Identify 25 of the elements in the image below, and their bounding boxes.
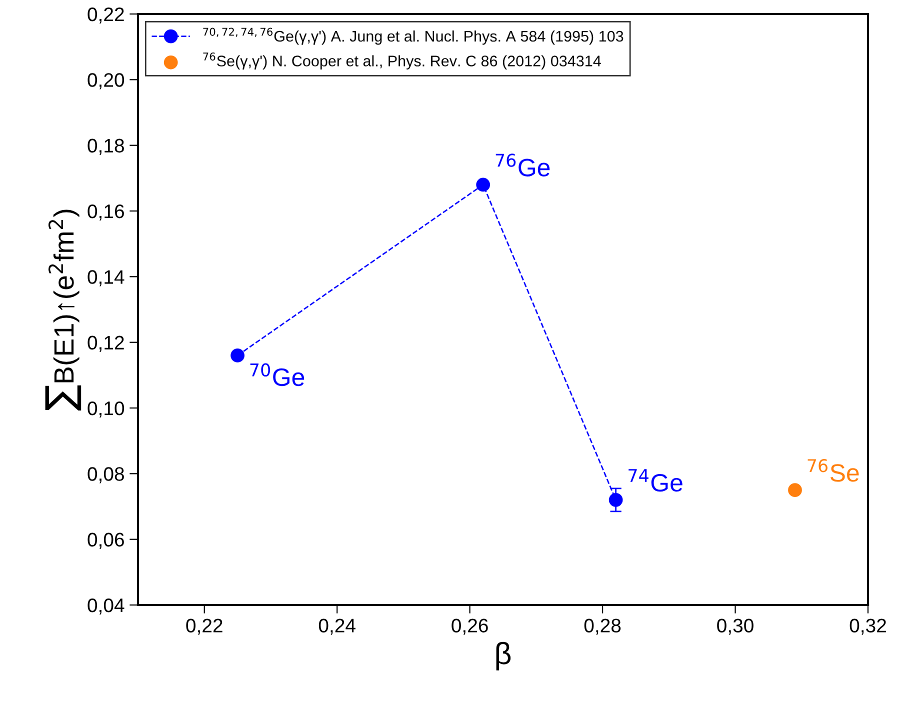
legend-label: $^{76}$Se(γ,γ') N. Cooper et al., Phys. Rev. C 86 (2012) 034314 (203, 52, 601, 70)
x-tick-label: 0,28 (584, 618, 621, 635)
y-tick-label: 0,06 (88, 532, 124, 549)
x-tick-label: 0,30 (717, 618, 754, 635)
annotation: $^{76}$Ge (496, 154, 550, 176)
x-tick-label: 0,26 (452, 618, 488, 635)
annotation: $^{74}$Ge (628, 469, 682, 492)
y-tick-label: 0,08 (88, 467, 124, 484)
annotation: $^{76}$Se (808, 459, 859, 482)
y-tick-label: 0,20 (88, 73, 124, 90)
x-tick-label: 0,24 (318, 618, 356, 635)
x-tick-label: 0,22 (186, 618, 222, 635)
x-axis-title: β (496, 642, 511, 670)
y-tick-label: 0,16 (88, 204, 124, 221)
annotation: $^{70}$Ge (250, 363, 304, 386)
y-tick-label: 0,04 (88, 598, 124, 615)
y-tick-label: 0,22 (88, 7, 124, 24)
point (788, 483, 802, 498)
y-tick-label: 0,12 (88, 336, 124, 352)
y-axis-title: ∑B(E1)↑(e$^{2}$fm$^{2}$) (45, 210, 82, 411)
y-tick-label: 0,14 (88, 270, 124, 286)
y-tick-label: 0,10 (88, 401, 124, 418)
x-tick-label: 0,32 (850, 618, 886, 635)
legend-label: $^{70,72,74,76}$Ge(γ,γ') A. Jung et al. Nucl. Phys. A 584 (1995) 103 (203, 28, 624, 45)
y-tick-label: 0,18 (88, 138, 124, 155)
